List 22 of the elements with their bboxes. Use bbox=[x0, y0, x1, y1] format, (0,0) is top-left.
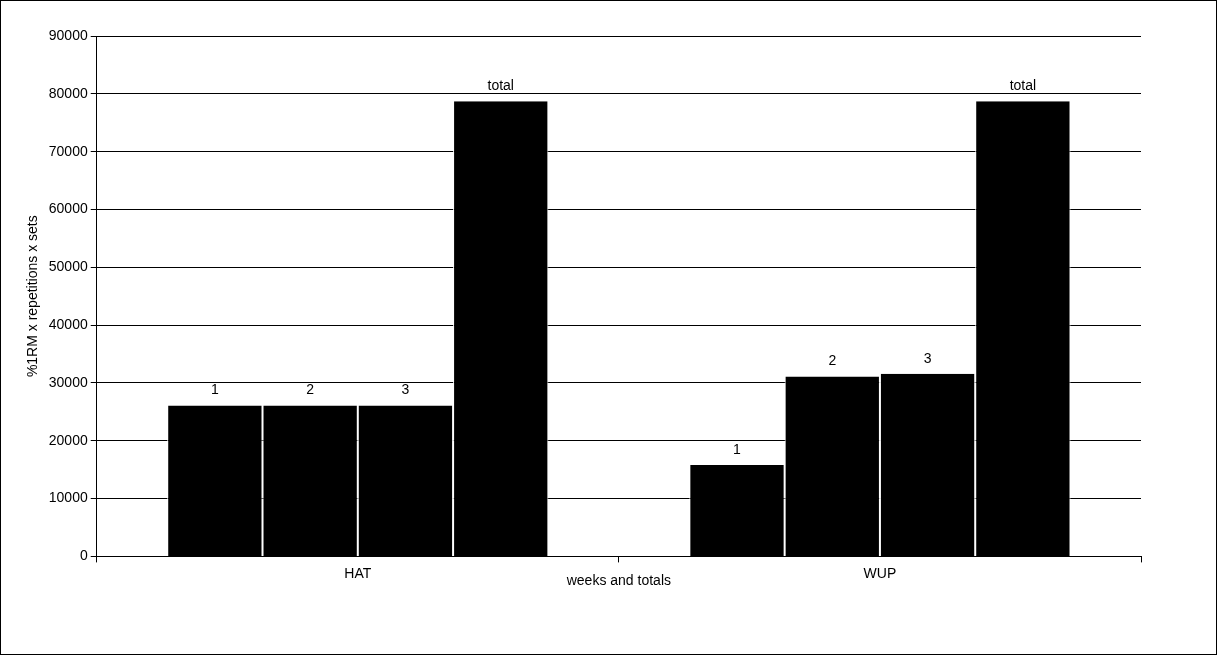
y-tick-label: 90000 bbox=[48, 26, 88, 43]
text: 1 bbox=[733, 440, 741, 457]
y-tick-label: 60000 bbox=[48, 200, 88, 217]
y-tick-label: 20000 bbox=[48, 431, 88, 448]
y-tick-label: 40000 bbox=[48, 315, 88, 332]
series-label: total bbox=[487, 77, 514, 94]
y-tick-label: 70000 bbox=[48, 142, 88, 159]
y-axis-title: %1RM x repetitions x sets bbox=[24, 215, 41, 378]
x-axis-title: weeks and totals bbox=[565, 572, 672, 589]
y-tick-label: 80000 bbox=[48, 84, 88, 101]
text: 2 bbox=[306, 381, 315, 398]
series-label: 3 bbox=[923, 349, 932, 366]
y-tick-label: 0 bbox=[79, 547, 88, 564]
y-tick-label: 10000 bbox=[48, 489, 88, 506]
series-label: 1 bbox=[210, 381, 219, 398]
text: total bbox=[1009, 77, 1037, 94]
text: 3 bbox=[401, 381, 410, 398]
y-tick-label: 30000 bbox=[48, 373, 88, 390]
x-tick-label: HAT bbox=[344, 564, 372, 581]
x-tick-label: WUP bbox=[863, 564, 897, 581]
y-tick-label: 50000 bbox=[48, 258, 88, 275]
series-label: 2 bbox=[828, 352, 837, 369]
